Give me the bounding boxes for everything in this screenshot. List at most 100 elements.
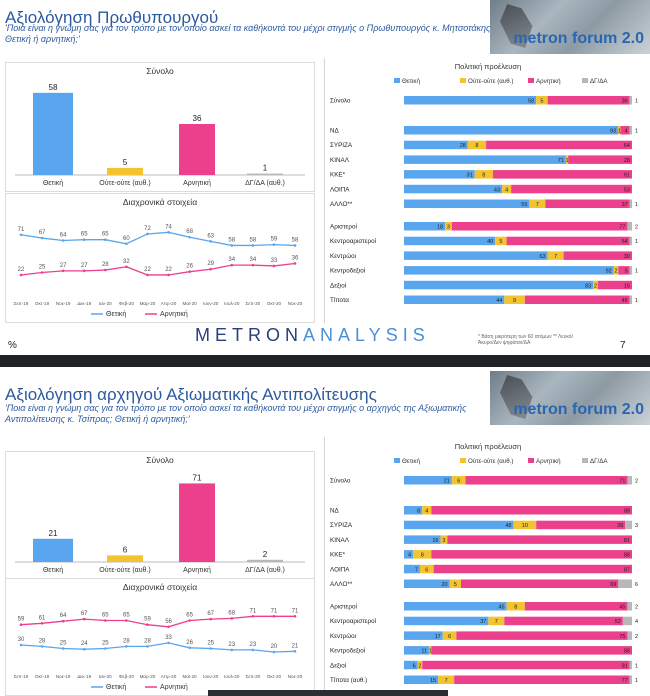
data-point <box>167 231 170 234</box>
party-stacked-chart: Πολιτική προέλευση Θετική Ούτε-ούτε (αυθ.)… <box>330 442 638 684</box>
legend-label: Ούτε-ούτε (αυθ.) <box>468 78 513 85</box>
data-label: 67 <box>207 611 214 617</box>
data-label: 65 <box>81 232 88 238</box>
segment-label: 7 <box>445 678 448 684</box>
row-label: Αριστεροί <box>330 603 357 611</box>
data-point <box>104 238 107 241</box>
row-label: Κεντροδεξιοί <box>330 647 366 655</box>
x-tick-label: Νοε-19 <box>56 674 71 679</box>
bar-value-label: 21 <box>49 529 58 538</box>
data-point <box>230 617 234 620</box>
data-label: 71 <box>271 608 278 614</box>
brand-banner: metron forum 2.0 <box>490 0 650 54</box>
bar-segment <box>486 140 632 150</box>
data-point <box>293 650 297 653</box>
data-point <box>125 619 128 622</box>
segment-label: 69 <box>610 582 616 588</box>
total-bar-chart: Σύνολο 58 Θετική 5 Ούτε-ούτε (αυθ.) 36 Αρνητικ… <box>5 62 315 192</box>
bar-segment <box>404 222 446 231</box>
data-point <box>61 647 65 650</box>
segment-label: 6 <box>448 634 451 640</box>
segment-label: 53 <box>624 187 630 193</box>
x-tick-label: Μαρ-20 <box>140 301 156 306</box>
data-label: 59 <box>144 617 151 623</box>
row-label: ΛΟΙΠΑ <box>330 566 350 573</box>
bar-segment <box>449 579 461 588</box>
bar-segment <box>629 266 632 275</box>
bar-segment <box>613 266 619 275</box>
data-point <box>40 271 44 274</box>
bar-segment <box>404 675 439 684</box>
segment-label: 61 <box>624 173 630 179</box>
segment-label: 6 <box>413 663 416 669</box>
segment-label: 4 <box>625 129 628 135</box>
bar-segment <box>404 184 503 194</box>
legend-swatch <box>582 458 588 463</box>
legend-label: Θετική <box>402 458 420 465</box>
bar-segment <box>404 155 566 164</box>
bar-segment <box>404 550 414 559</box>
segment-label: 52 <box>615 619 621 625</box>
data-point <box>40 645 44 648</box>
data-point <box>272 615 276 618</box>
segment-label: 4 <box>505 187 508 193</box>
chart-frame <box>5 193 315 323</box>
data-point <box>251 263 255 267</box>
row-label: Κεντροδεξιοί <box>330 267 366 275</box>
bar-value-label: 2 <box>263 550 268 559</box>
x-tick-label: Σεπ-19 <box>14 674 29 679</box>
data-point <box>167 273 170 277</box>
bar-segment <box>529 199 546 208</box>
row-label: ΣΥΡΙΖΑ <box>330 142 353 149</box>
legend-swatch <box>582 78 588 83</box>
segment-label: 7 <box>495 619 498 625</box>
data-label: 64 <box>60 233 67 239</box>
data-point <box>40 236 44 240</box>
data-label: 59 <box>271 237 278 243</box>
segment-label: 88 <box>624 553 630 559</box>
segment-label: 3 <box>447 225 450 231</box>
segment-label: 40 <box>487 239 493 245</box>
legend-swatch <box>394 458 400 463</box>
data-label: 65 <box>102 613 109 619</box>
legend-label: Θετική <box>402 78 420 85</box>
segment-label: 71 <box>619 479 625 485</box>
data-point <box>272 243 276 246</box>
segment-label: 3 <box>442 538 445 544</box>
legend-label: Θετική <box>106 684 126 691</box>
x-tick-label: Νοε-20 <box>288 301 303 306</box>
data-point <box>209 267 212 271</box>
row-label: Σύνολο <box>330 97 351 105</box>
data-point <box>251 244 255 247</box>
bar-segment <box>629 236 632 246</box>
segment-label: 11 <box>421 649 427 655</box>
bar-segment <box>547 96 630 105</box>
data-point <box>19 623 23 626</box>
bar-segment <box>568 155 632 164</box>
row-label: Αριστεροί <box>330 223 357 231</box>
row-label: ΚΚΕ* <box>330 552 346 559</box>
row-label: Σύνολο <box>330 477 351 485</box>
segment-label: 45 <box>498 605 504 611</box>
bar-segment <box>404 631 443 640</box>
data-label: 29 <box>207 261 214 267</box>
bar-segment <box>506 602 525 611</box>
bar-segment <box>620 126 630 135</box>
bar-segment <box>404 170 475 179</box>
x-tick-label: Φεβ-20 <box>119 674 134 679</box>
row-label: ΚΙΝΑΛ <box>330 537 350 544</box>
segment-label: 48 <box>505 523 511 529</box>
segment-label: 1 <box>635 663 638 669</box>
legend-label: Αρνητική <box>536 78 561 85</box>
data-point <box>293 262 297 265</box>
data-point <box>272 650 276 654</box>
bar-segment <box>404 660 418 670</box>
bar-segment <box>447 535 632 544</box>
segment-label: 1 <box>429 649 432 655</box>
segment-label: 43 <box>494 187 500 193</box>
bar-segment <box>454 675 630 684</box>
row-label: Κεντροαριστεροί <box>330 237 377 245</box>
legend-swatch <box>528 458 534 463</box>
data-point <box>61 269 65 273</box>
data-label: 58 <box>228 237 235 243</box>
